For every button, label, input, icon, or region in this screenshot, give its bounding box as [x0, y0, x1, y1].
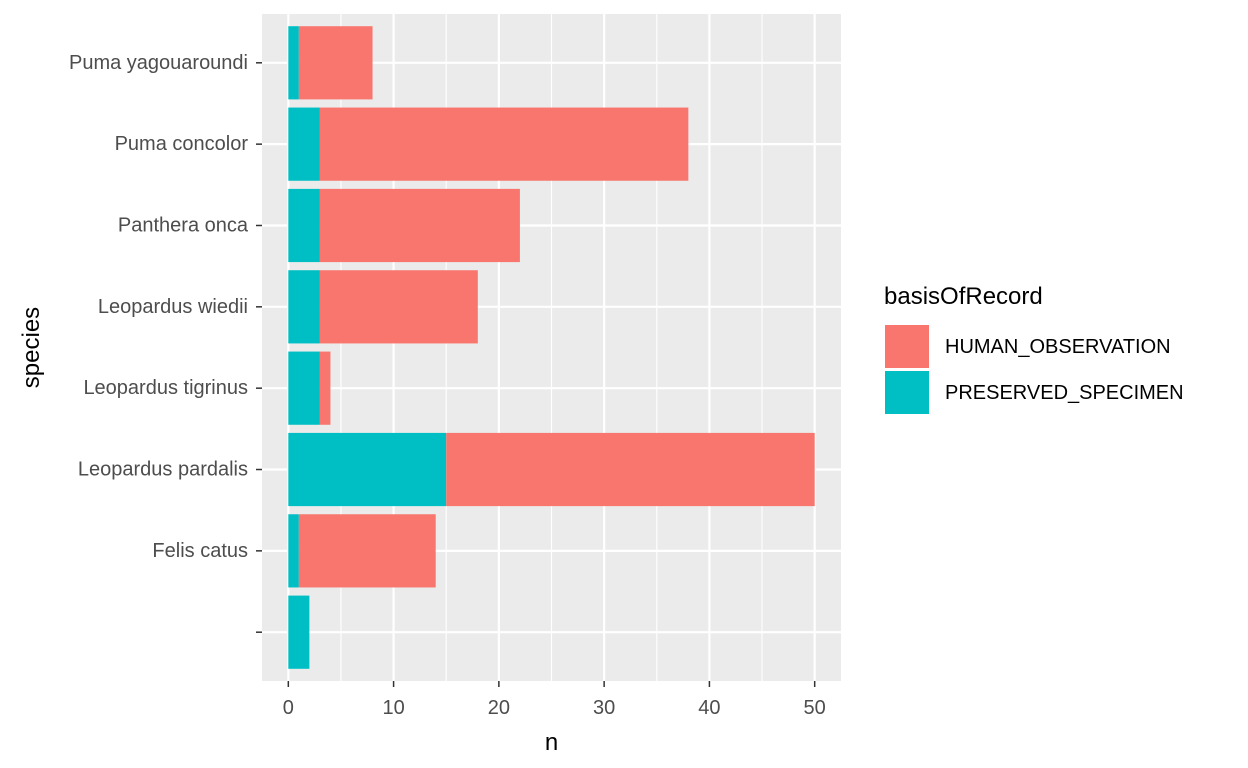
- y-tick-label: Felis catus: [152, 540, 248, 562]
- bar-preserved-specimen: [288, 351, 320, 425]
- y-tick-label: Leopardus wiedii: [98, 296, 248, 318]
- x-tick-label: 30: [593, 697, 615, 719]
- bar-human-observation: [298, 514, 436, 588]
- y-tick-label: Puma concolor: [115, 133, 249, 155]
- y-tick-label: Puma yagouaroundi: [69, 52, 248, 74]
- bar-human-observation: [446, 432, 815, 507]
- x-tick-label: 50: [804, 697, 826, 719]
- bar-human-observation: [319, 270, 478, 344]
- legend-swatch: [885, 371, 929, 414]
- bars: [288, 26, 815, 669]
- x-tick-label: 0: [283, 697, 294, 719]
- legend-title: basisOfRecord: [884, 283, 1043, 310]
- bar-preserved-specimen: [288, 514, 299, 588]
- bar-human-observation: [319, 351, 331, 425]
- x-tick-label: 10: [382, 697, 404, 719]
- bar-human-observation: [319, 107, 689, 181]
- legend: basisOfRecord HUMAN_OBSERVATION PRESERVED…: [884, 283, 1184, 414]
- x-tick-label: 20: [488, 697, 510, 719]
- bar-preserved-specimen: [288, 188, 320, 263]
- legend-label: PRESERVED_SPECIMEN: [945, 382, 1184, 404]
- y-tick-label: Panthera onca: [118, 214, 249, 236]
- x-axis-title: n: [545, 729, 558, 756]
- bar-preserved-specimen: [288, 107, 320, 181]
- bar-preserved-specimen: [288, 432, 447, 507]
- y-tick-label: Leopardus tigrinus: [83, 377, 248, 399]
- x-tick-label: 40: [698, 697, 720, 719]
- y-axis: Felis catus Leopardus pardalis Leopardus t…: [69, 52, 262, 633]
- legend-swatch: [885, 325, 929, 368]
- x-axis: 0 10 20 30 40 50: [283, 681, 826, 719]
- legend-entries: HUMAN_OBSERVATION PRESERVED_SPECIMEN: [885, 325, 1184, 414]
- y-axis-title: species: [18, 307, 45, 388]
- bar-human-observation: [298, 26, 373, 100]
- bar-preserved-specimen: [288, 270, 320, 344]
- bar-preserved-specimen: [288, 595, 310, 669]
- bar-human-observation: [319, 188, 520, 263]
- bar-preserved-specimen: [288, 26, 299, 100]
- y-tick-label: Leopardus pardalis: [78, 459, 248, 481]
- legend-label: HUMAN_OBSERVATION: [945, 336, 1171, 358]
